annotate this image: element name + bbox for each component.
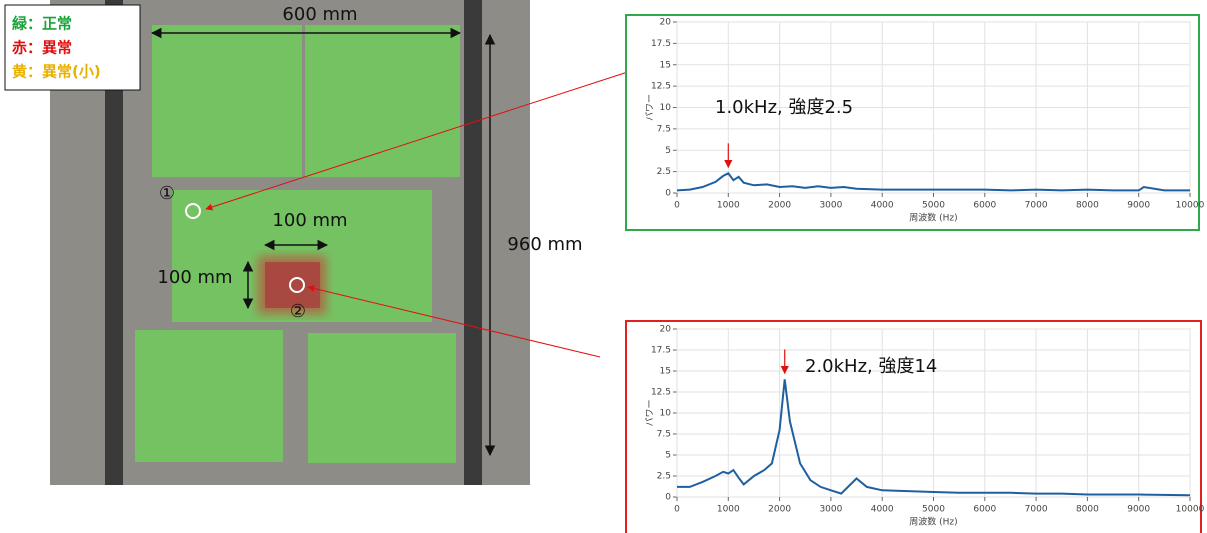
x-tick-label: 4000 [871, 505, 894, 515]
legend-entry: 黄：異常(小) [12, 63, 101, 81]
y-tick-label: 12.5 [651, 82, 671, 92]
x-axis-label: 周波数 (Hz) [909, 212, 957, 224]
x-axis-label: 周波数 (Hz) [909, 516, 957, 528]
point-label: ② [290, 301, 306, 322]
dimension-label: 100 mm [157, 267, 232, 288]
y-tick-label: 5 [665, 451, 671, 461]
legend-entry: 赤：異常 [12, 39, 72, 57]
y-tick-label: 2.5 [657, 167, 671, 177]
x-tick-label: 5000 [922, 201, 945, 211]
x-tick-label: 6000 [973, 505, 996, 515]
figure: 緑：正常 赤：異常 黄：異常(小) 600 mm 960 mm 100 mm 1… [0, 0, 1207, 533]
x-tick-label: 5000 [922, 505, 945, 515]
x-tick-label: 0 [674, 505, 680, 515]
y-tick-label: 7.5 [657, 430, 671, 440]
y-tick-label: 0 [665, 493, 671, 503]
y-tick-label: 5 [665, 146, 671, 156]
y-tick-label: 10 [660, 103, 672, 113]
x-tick-label: 9000 [1127, 505, 1150, 515]
x-tick-label: 9000 [1127, 201, 1150, 211]
point-label: ① [159, 183, 175, 204]
x-tick-label: 6000 [973, 201, 996, 211]
y-axis-label: パワー [645, 94, 656, 121]
y-axis-label: パワー [645, 399, 656, 426]
x-tick-label: 1000 [717, 201, 740, 211]
y-tick-label: 15 [660, 60, 671, 70]
y-tick-label: 17.5 [651, 39, 671, 49]
dimension-label: 960 mm [507, 234, 582, 255]
y-tick-label: 20 [660, 18, 672, 28]
annotation: 2.0kHz, 強度14 [805, 356, 937, 377]
x-tick-label: 10000 [1176, 505, 1205, 515]
x-tick-label: 4000 [871, 201, 894, 211]
x-tick-label: 0 [674, 201, 680, 211]
y-tick-label: 20 [660, 325, 672, 335]
x-tick-label: 10000 [1176, 201, 1205, 211]
y-tick-label: 2.5 [657, 472, 671, 482]
dimension-label: 100 mm [272, 210, 347, 231]
x-tick-label: 3000 [819, 201, 842, 211]
x-tick-label: 7000 [1025, 201, 1048, 211]
x-tick-label: 2000 [768, 505, 791, 515]
legend-entry: 緑：正常 [12, 15, 72, 33]
x-tick-label: 8000 [1076, 505, 1099, 515]
annotation: 1.0kHz, 強度2.5 [715, 97, 853, 118]
y-tick-label: 7.5 [657, 124, 671, 134]
dimension-label: 600 mm [282, 4, 357, 25]
x-tick-label: 7000 [1025, 505, 1048, 515]
y-tick-label: 0 [665, 189, 671, 199]
y-tick-label: 15 [660, 367, 671, 377]
legend: 緑：正常 赤：異常 黄：異常(小) [5, 5, 140, 90]
x-tick-label: 2000 [768, 201, 791, 211]
x-tick-label: 3000 [819, 505, 842, 515]
y-tick-label: 12.5 [651, 388, 671, 398]
y-tick-label: 10 [660, 409, 672, 419]
y-tick-label: 17.5 [651, 346, 671, 356]
x-tick-label: 8000 [1076, 201, 1099, 211]
x-tick-label: 1000 [717, 505, 740, 515]
